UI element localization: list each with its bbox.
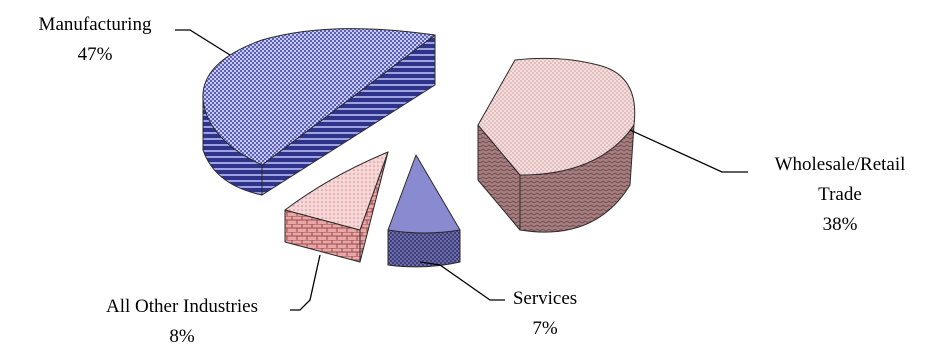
label-services-pct: 7% (532, 318, 558, 339)
label-manufacturing-pct: 47% (78, 44, 113, 65)
leader-line-services (419, 261, 505, 301)
label-all-other-industries-name: All Other Industries (106, 296, 258, 317)
label-wholesale-retail-trade-name-line1: Wholesale/Retail (775, 154, 906, 175)
slice-wholesale-retail-trade (477, 57, 636, 233)
label-wholesale-retail-trade-name-line2: Trade (818, 184, 862, 205)
leader-line-manufacturing (175, 29, 231, 56)
label-wholesale-retail-trade-pct: 38% (823, 214, 858, 235)
label-all-other-industries-pct: 8% (169, 326, 195, 347)
slice-all-other-industries (284, 151, 389, 263)
slice-services (387, 154, 461, 268)
label-manufacturing-name: Manufacturing (39, 14, 152, 35)
leader-line-wholesale-retail-trade (629, 129, 748, 173)
label-services-name: Services (513, 288, 577, 309)
slice-manufacturing (202, 28, 436, 196)
leader-line-all-other-industries (290, 254, 321, 311)
